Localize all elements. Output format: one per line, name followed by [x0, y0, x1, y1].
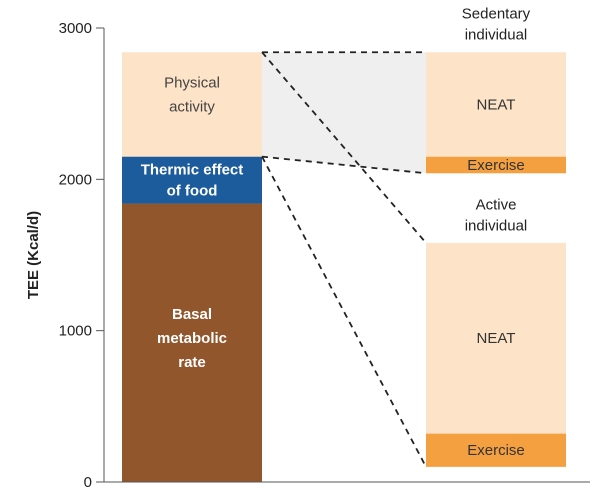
main-segment-0-label-line-0: Basal: [172, 306, 212, 323]
sedentary-heading-line-0: Sedentary: [462, 6, 531, 23]
sedentary-heading: Sedentary individual: [462, 6, 531, 44]
main-segment-0-label-line-2: rate: [178, 354, 206, 371]
labels-layer: Basal metabolic rate Thermic effect of food P…: [141, 6, 531, 460]
main-segment-2-label-line-0: Physical: [164, 74, 220, 91]
y-tick-label-3: 3000: [59, 20, 92, 37]
dash-layer: [261, 51, 427, 468]
y-tick-label-1: 1000: [59, 323, 92, 340]
active-segment-0-label-line-0: Exercise: [467, 442, 525, 459]
connector-sedentary: [262, 52, 426, 174]
active-heading: Active individual: [465, 196, 528, 234]
dashed-connector-2: [261, 51, 427, 244]
main-segment-2-label-line-1: activity: [169, 98, 215, 115]
main-segment-2: [122, 52, 262, 157]
sedentary-segment-1-label-line-0: NEAT: [477, 96, 516, 113]
y-axis: 0 1000 2000 3000: [59, 20, 590, 491]
sedentary-heading-line-1: individual: [465, 27, 528, 44]
dashed-connector-3: [261, 156, 427, 468]
y-axis-label: TEE (Kcal/d): [25, 211, 42, 299]
active-segment-0: [426, 433, 566, 467]
y-tick-label-0: 0: [84, 474, 92, 491]
main-segment-2-label: Physical activity: [164, 74, 220, 115]
active-segment-0-label: Exercise: [467, 442, 525, 459]
main-segment-0-label-line-1: metabolic: [157, 330, 227, 347]
sedentary-segment-0-label: Exercise: [467, 157, 525, 174]
sedentary-segment-0-label-line-0: Exercise: [467, 157, 525, 174]
sedentary-segment-1-label: NEAT: [477, 96, 516, 113]
dashed-connector-1: [261, 155, 427, 175]
main-segment-1-label: Thermic effect of food: [141, 162, 244, 200]
active-segment-1-label: NEAT: [477, 330, 516, 347]
active-heading-line-1: individual: [465, 217, 528, 234]
connector-layer: [262, 52, 426, 174]
sedentary-segment-1: [426, 52, 566, 157]
main-segment-1-label-line-0: Thermic effect: [141, 162, 244, 179]
main-segment-0-label: Basal metabolic rate: [157, 306, 227, 371]
main-segment-0: [122, 203, 262, 482]
y-tick-label-2: 2000: [59, 171, 92, 188]
bars-layer: [122, 52, 566, 482]
main-segment-1: [122, 156, 262, 204]
main-segment-1-label-line-1: of food: [167, 183, 218, 200]
sedentary-segment-0: [426, 156, 566, 174]
active-segment-1-label-line-0: NEAT: [477, 330, 516, 347]
active-heading-line-0: Active: [476, 196, 517, 213]
active-segment-1: [426, 242, 566, 434]
